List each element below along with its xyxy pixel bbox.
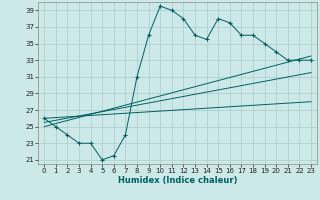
X-axis label: Humidex (Indice chaleur): Humidex (Indice chaleur) — [118, 176, 237, 185]
